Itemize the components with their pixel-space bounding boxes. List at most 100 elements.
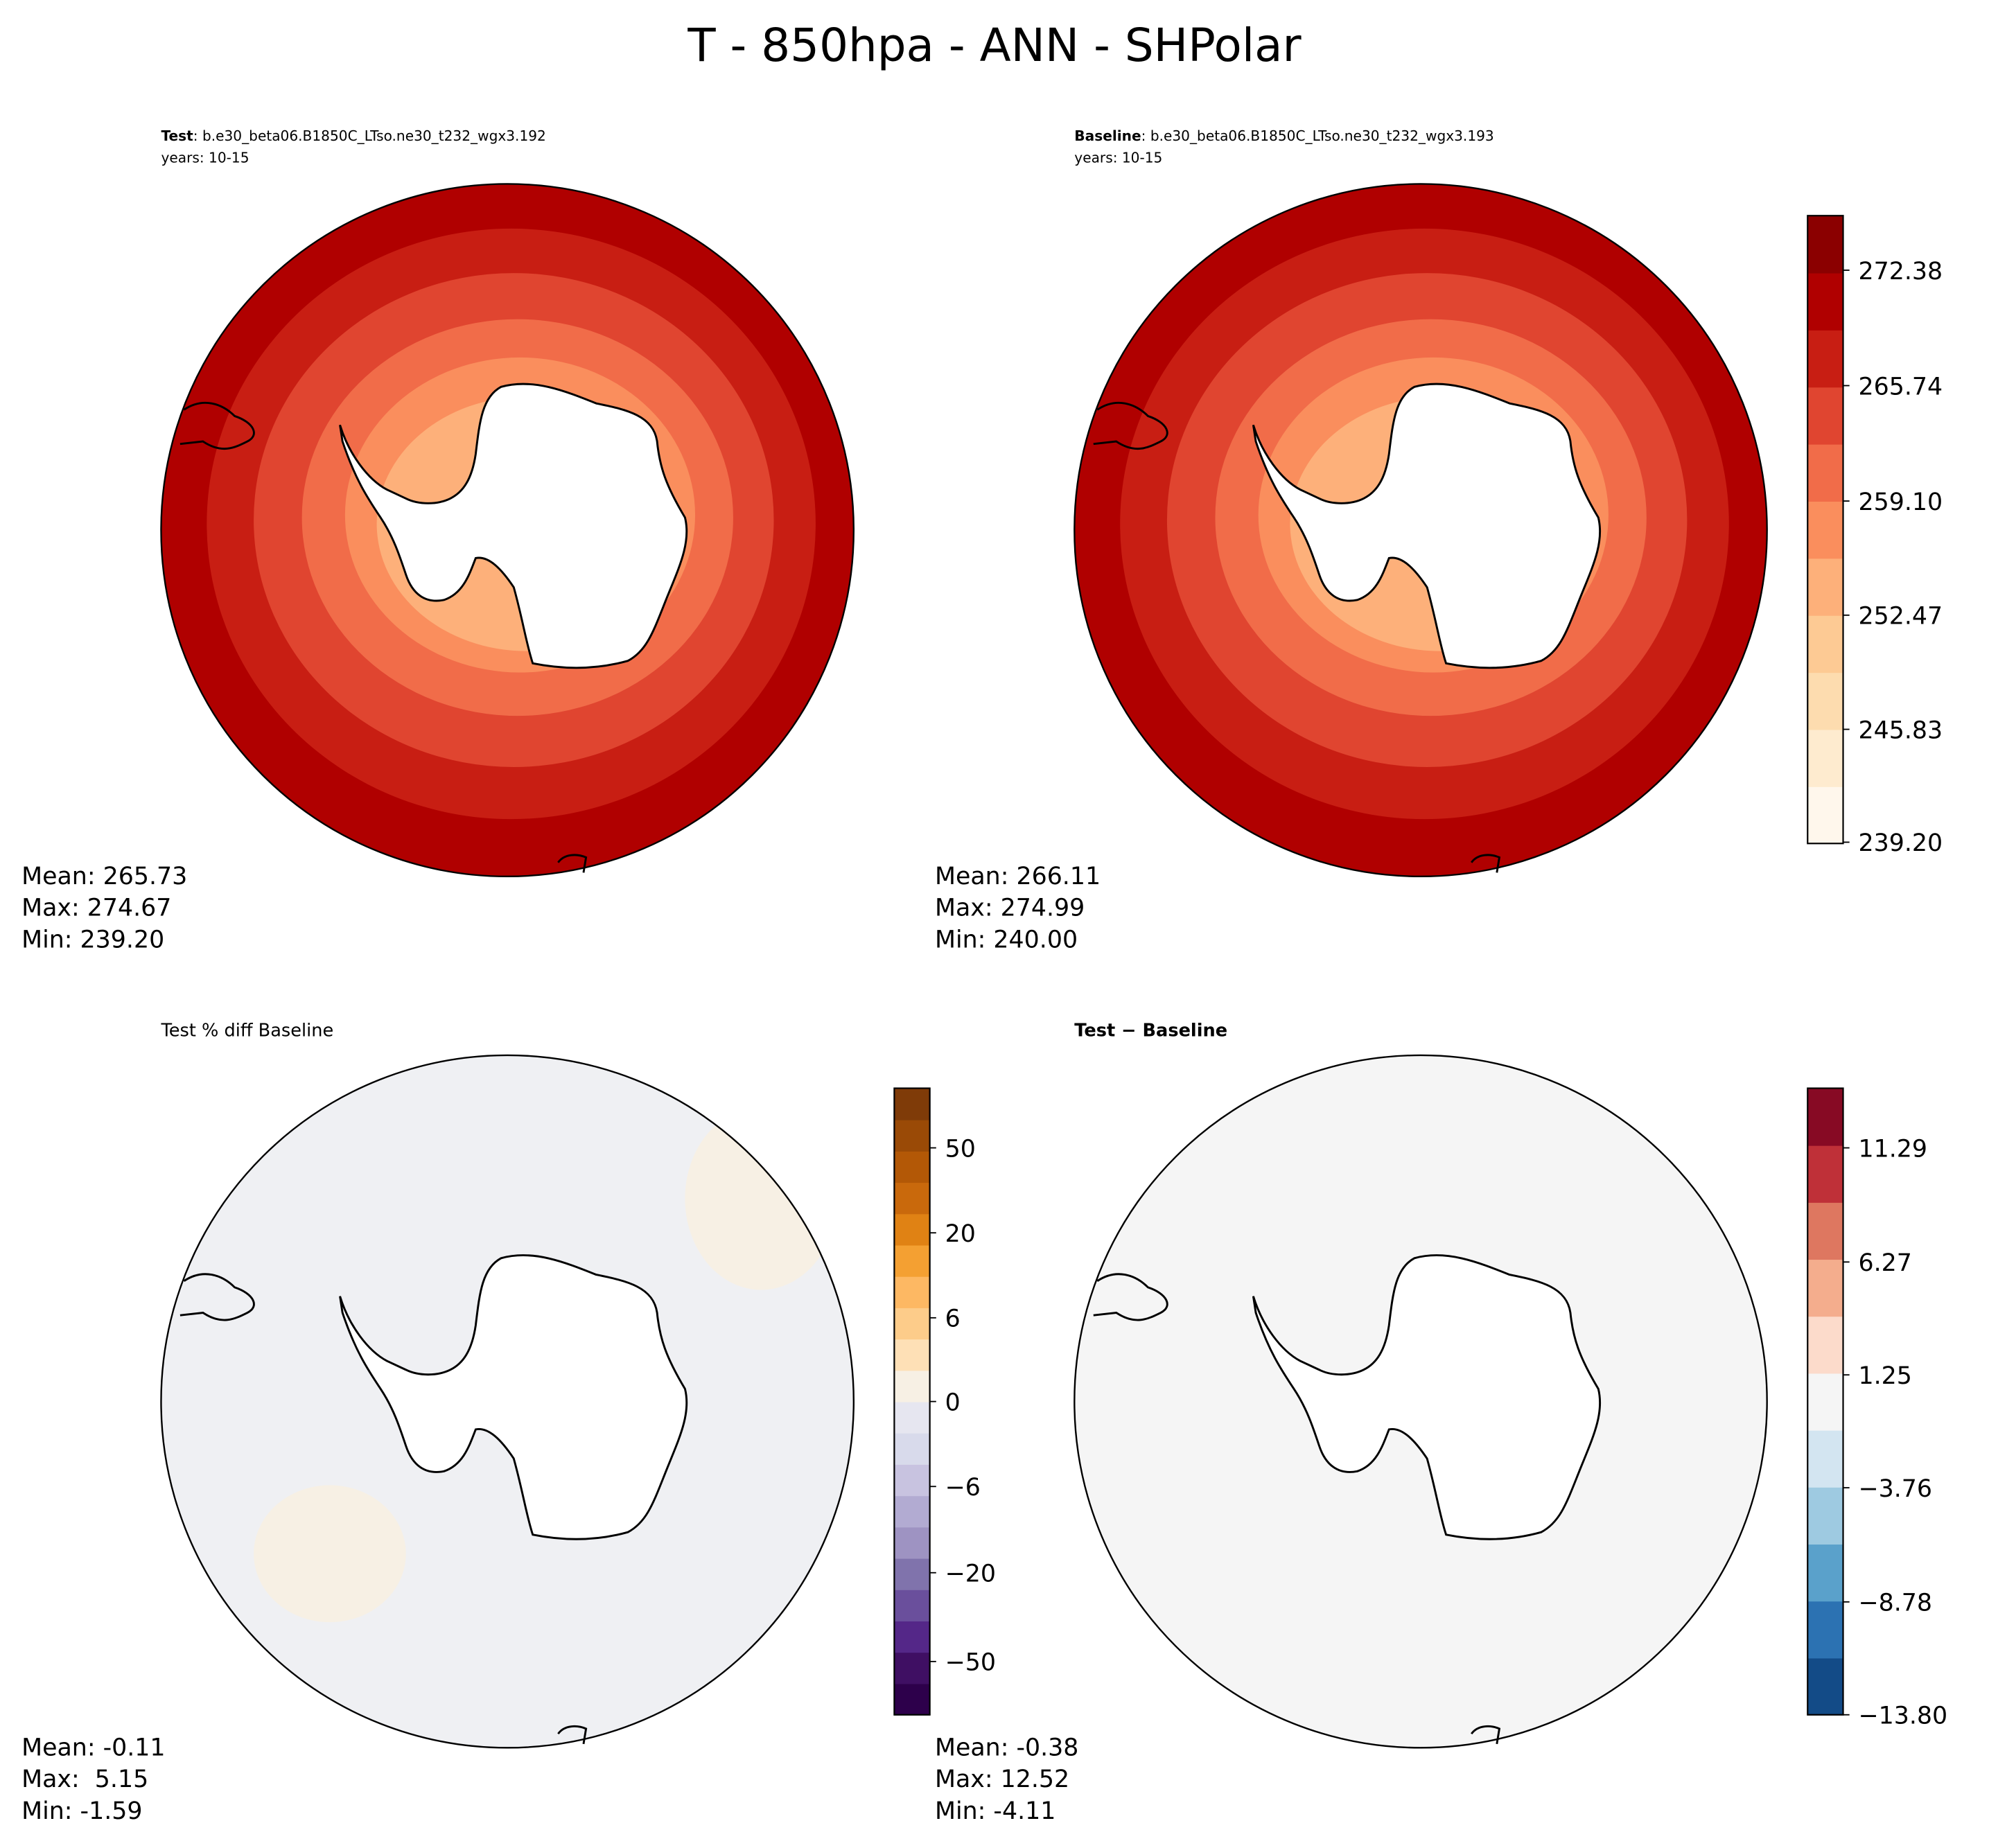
diff-colorbar: 11.29 6.27 1.25 −3.76 −8.78 −13.80 — [1807, 1087, 1947, 1730]
colorbar-band — [894, 1308, 930, 1340]
south-america-coastline — [1093, 1273, 1168, 1321]
pct-diff-min: Min: -1.59 — [21, 1797, 142, 1825]
colorbar-frame — [1807, 215, 1844, 845]
colorbar-tick-label: 245.83 — [1858, 716, 1943, 744]
pct-diff-mean: Mean: -0.11 — [21, 1734, 165, 1761]
colorbar-band — [1807, 1088, 1843, 1146]
colorbar-band — [1807, 1486, 1843, 1545]
colorbar-tick-label: 6.27 — [1858, 1249, 1911, 1277]
colorbar-tick-label: −6 — [945, 1474, 981, 1502]
colorbar-band — [894, 1244, 930, 1277]
colorbar-band — [1807, 1202, 1843, 1260]
colorbar-band — [894, 1339, 930, 1371]
antarctica-coastline — [339, 1254, 688, 1540]
figure-title: T - 850hpa - ANN - SHPolar — [687, 19, 1302, 72]
colorbar-frame — [1807, 1087, 1844, 1716]
diff-mean: Mean: -0.38 — [935, 1734, 1078, 1761]
test-map — [160, 183, 855, 878]
colorbar-tick-label: 6 — [945, 1305, 961, 1333]
baseline-max: Max: 274.99 — [935, 895, 1085, 922]
colorbar-tick-label: −50 — [945, 1649, 996, 1677]
coastline — [1471, 854, 1501, 873]
colorbar-band — [894, 1276, 930, 1308]
colorbar-band — [1807, 1544, 1843, 1602]
baseline-map — [1074, 183, 1768, 878]
colorbar-band — [894, 1401, 930, 1434]
colorbar-tick-label: 50 — [945, 1135, 976, 1163]
colorbar-band — [894, 1526, 930, 1559]
map-boundary — [160, 1054, 855, 1749]
colorbar-band — [894, 1464, 930, 1497]
colorbar-band — [1807, 501, 1843, 559]
colorbar-tick-label: 272.38 — [1858, 258, 1943, 285]
colorbar-tick-label: 265.74 — [1858, 373, 1943, 401]
colorbar-tick-label: 239.20 — [1858, 829, 1943, 857]
colorbar-band — [1807, 272, 1843, 331]
baseline-title-rest: : b.e30_beta06.B1850C_LTso.ne30_t232_wgx… — [1141, 127, 1494, 144]
colorbar-tick-label: 0 — [945, 1389, 961, 1416]
colorbar-tick-label: 1.25 — [1858, 1362, 1911, 1390]
test-title-rest: : b.e30_beta06.B1850C_LTso.ne30_t232_wgx… — [193, 127, 546, 144]
colorbar-band — [1807, 672, 1843, 730]
pct-diff-max: Max: 5.15 — [21, 1766, 148, 1793]
test-min: Min: 239.20 — [21, 926, 164, 953]
colorbar-tick-label: 20 — [945, 1220, 976, 1248]
coastline — [557, 1725, 588, 1745]
coastline — [557, 854, 588, 873]
baseline-mean: Mean: 266.11 — [935, 863, 1101, 890]
colorbar-band — [894, 1495, 930, 1528]
colorbar-tick-label: 252.47 — [1858, 603, 1943, 631]
colorbar-band — [894, 1589, 930, 1622]
colorbar-band — [1807, 443, 1843, 502]
south-america-coastline — [179, 401, 255, 450]
colorbar-band — [894, 1683, 930, 1716]
colorbar-tick-label: −8.78 — [1858, 1590, 1932, 1617]
colorbar-band — [894, 1182, 930, 1215]
colorbar-tick-label: −3.76 — [1858, 1475, 1932, 1503]
pct-diff-colorbar: 50 20 6 0 −6 −20 −50 — [893, 1087, 996, 1716]
test-max: Max: 274.67 — [21, 895, 171, 922]
baseline-years: years: 10-15 — [1074, 149, 1162, 166]
colorbar-band — [1807, 1429, 1843, 1488]
colorbar-band — [1807, 558, 1843, 616]
test-title-bold: Test — [161, 127, 193, 144]
colorbar-band — [1807, 1657, 1843, 1716]
antarctica-coastline — [339, 382, 688, 669]
colorbar-band — [1807, 729, 1843, 787]
colorbar-band — [894, 1088, 930, 1120]
colorbar-tick-label: 259.10 — [1858, 489, 1943, 516]
temperature-colorbar: 272.38 265.74 259.10 252.47 245.83 239.20 — [1807, 215, 1943, 857]
colorbar-band — [1807, 1316, 1843, 1374]
baseline-title: Baseline: b.e30_beta06.B1850C_LTso.ne30_… — [1074, 127, 1493, 144]
colorbar-band — [1807, 215, 1843, 274]
colorbar-tick-label: −13.80 — [1858, 1702, 1947, 1730]
colorbar-tick-label: 11.29 — [1858, 1135, 1927, 1163]
contour-band — [254, 1485, 406, 1623]
colorbar-band — [894, 1621, 930, 1653]
antarctica-coastline — [1252, 1254, 1602, 1540]
colorbar-band — [1807, 387, 1843, 445]
diff-title: Test − Baseline — [1074, 1020, 1227, 1041]
contour-band — [685, 1107, 838, 1290]
test-title: Test: b.e30_beta06.B1850C_LTso.ne30_t232… — [161, 127, 545, 144]
pct-diff-title: Test % diff Baseline — [160, 1020, 333, 1041]
test-mean: Mean: 265.73 — [21, 863, 187, 890]
map-boundary — [1074, 1054, 1768, 1749]
antarctica-coastline — [1252, 382, 1602, 669]
colorbar-band — [1807, 1145, 1843, 1203]
colorbar-tick-label: −20 — [945, 1560, 996, 1588]
colorbar-band — [1807, 1259, 1843, 1317]
baseline-title-bold: Baseline — [1074, 127, 1141, 144]
map-boundary — [1074, 183, 1768, 878]
baseline-min: Min: 240.00 — [935, 926, 1078, 953]
colorbar-band — [1807, 1601, 1843, 1659]
colorbar-band — [1807, 786, 1843, 845]
diff-min: Min: -4.11 — [935, 1797, 1055, 1825]
colorbar-band — [894, 1432, 930, 1465]
colorbar-band — [894, 1370, 930, 1402]
colorbar-band — [1807, 1373, 1843, 1431]
colorbar-band — [894, 1652, 930, 1684]
colorbar-band — [894, 1119, 930, 1152]
colorbar-band — [1807, 329, 1843, 388]
